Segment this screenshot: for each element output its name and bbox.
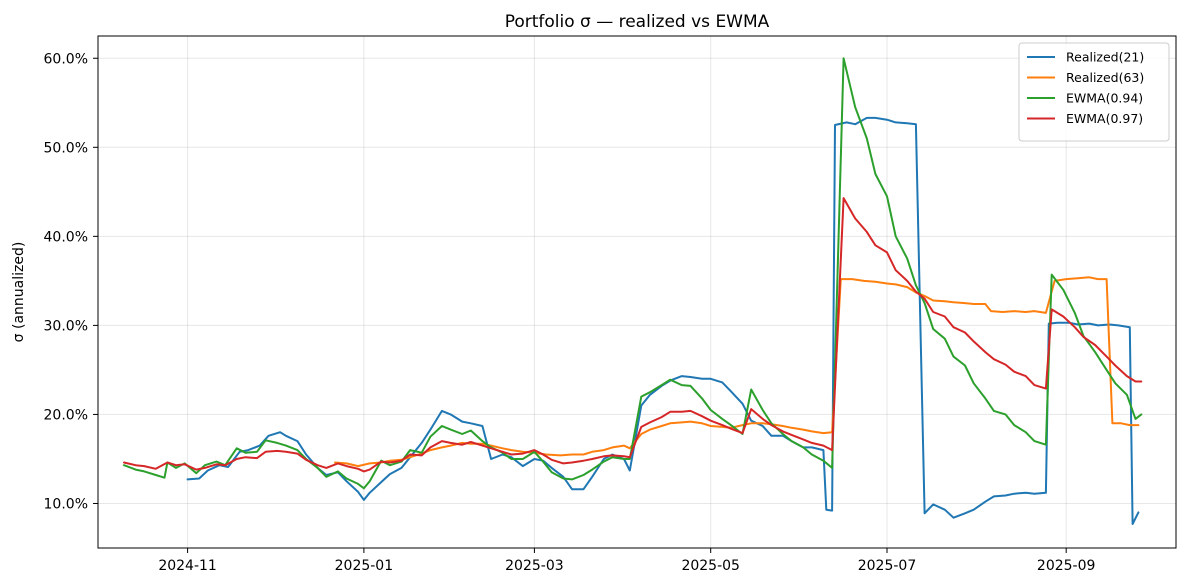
series-lines (123, 57, 1143, 525)
legend: Realized(21) Realized(63) EWMA(0.94) EWMA(0… (1018, 42, 1170, 142)
legend-box (1018, 42, 1170, 142)
chart-title: Portfolio σ — realized vs EWMA (505, 12, 770, 32)
plot-frame (97, 35, 1177, 549)
series-line-realized-21 (186, 116, 1140, 525)
axis-ticks: 2024-11 2025-01 2025-03 2025-05 2025-07 2025-… (44, 51, 1096, 574)
legend-label: Realized(63) (1066, 70, 1144, 85)
legend-label: Realized(21) (1066, 50, 1144, 65)
series-line-realized-63 (334, 276, 1140, 468)
legend-label: EWMA(0.94) (1066, 91, 1143, 106)
x-tick-label: 2025-05 (681, 558, 740, 574)
series-line-ewma-0-97 (123, 197, 1143, 473)
legend-label: EWMA(0.97) (1066, 111, 1143, 126)
x-tick-label: 2025-01 (335, 558, 394, 574)
y-tick-label: 40.0% (44, 229, 88, 245)
y-tick-label: 50.0% (44, 140, 88, 156)
x-tick-label: 2025-03 (505, 558, 564, 574)
x-tick-label: 2025-09 (1037, 558, 1096, 574)
y-tick-label: 20.0% (44, 407, 88, 423)
y-tick-label: 60.0% (44, 51, 88, 67)
y-axis-title: σ (annualized) (11, 242, 27, 343)
x-tick-label: 2025-07 (858, 558, 917, 574)
x-tick-label: 2024-11 (158, 558, 217, 574)
series-line-ewma-0-94 (123, 57, 1143, 490)
y-tick-label: 30.0% (44, 318, 88, 334)
y-tick-label: 10.0% (44, 496, 88, 512)
